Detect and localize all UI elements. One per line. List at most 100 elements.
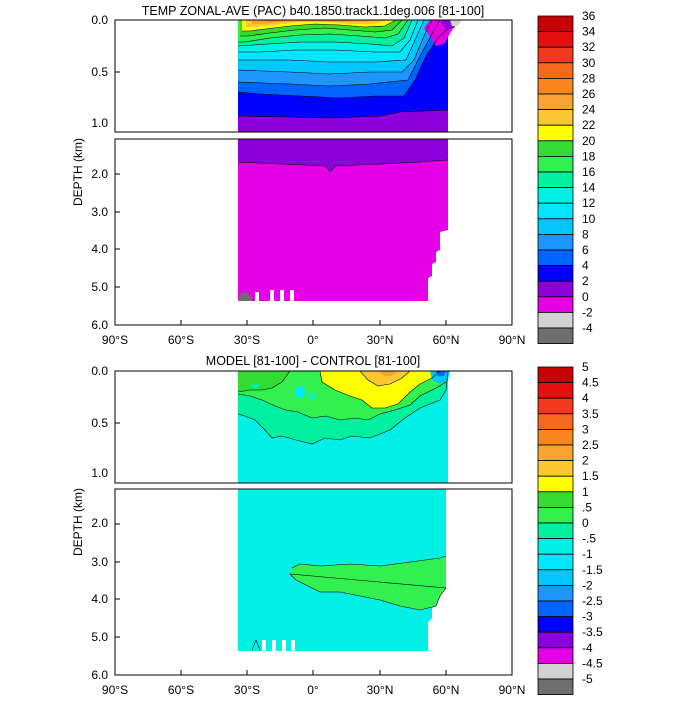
temperature-colorbar-swatch-7 <box>537 124 574 142</box>
temperature-colorbar-label-4: 28 <box>582 71 596 85</box>
difference-colorbar-swatch-10 <box>537 522 574 540</box>
difference-title: MODEL [81-100] - CONTROL [81-100] <box>206 354 420 368</box>
difference-colorbar-label-7: 1.5 <box>582 469 599 483</box>
difference-x-tick-4: 30°N <box>367 683 394 697</box>
difference-colorbar-swatch-12 <box>537 553 574 571</box>
difference-y-tick-6: 5.0 <box>91 630 108 644</box>
temperature-colorbar-label-19: -2 <box>582 305 593 319</box>
temperature-x-tick-5: 60°N <box>433 333 460 347</box>
difference-colorbar-swatch-11 <box>537 538 574 555</box>
temperature-colorbar-label-20: -4 <box>582 321 593 335</box>
difference-y-tick-0: 0.0 <box>91 364 108 378</box>
difference-colorbar-label-17: -3.5 <box>582 625 603 639</box>
temperature-colorbar-label-7: 22 <box>582 118 596 132</box>
temperature-colorbar-swatch-6 <box>537 109 574 126</box>
temperature-y-tick-1: 0.5 <box>91 65 108 79</box>
temperature-colorbar-swatch-11 <box>537 187 574 204</box>
difference-x-ticks: 90°S 60°S 30°S 0° 30°N 60°N 90°N <box>102 683 525 697</box>
difference-upper-frame <box>114 370 513 484</box>
temperature-y-tick-7: 6.0 <box>91 318 108 332</box>
temperature-colorbar-label-2: 32 <box>582 40 596 54</box>
difference-colorbar-swatch-13 <box>537 569 574 586</box>
difference-colorbar-swatch-6 <box>537 460 574 477</box>
temperature-y-tick-6: 5.0 <box>91 280 108 294</box>
temperature-colorbar-label-14: 8 <box>582 227 589 241</box>
temperature-colorbar-swatch-15 <box>537 249 574 267</box>
temperature-colorbar-swatch-8 <box>537 140 574 157</box>
difference-colorbar-label-10: 0 <box>582 516 589 530</box>
temperature-colorbar-label-3: 30 <box>582 56 596 70</box>
difference-colorbar-swatch-1 <box>537 382 574 399</box>
difference-x-tick-0: 90°S <box>102 683 128 697</box>
difference-colorbar-label-19: -4.5 <box>582 656 603 670</box>
difference-colorbar-label-20: -5 <box>582 672 593 686</box>
temperature-colorbar-swatch-13 <box>537 218 574 235</box>
difference-field-upper <box>115 371 512 483</box>
temperature-colorbar-label-1: 34 <box>582 25 596 39</box>
difference-panel: MODEL [81-100] - CONTROL [81-100] <box>71 354 603 697</box>
difference-colorbar-label-18: -4 <box>582 641 593 655</box>
temperature-colorbar-label-17: 2 <box>582 274 589 288</box>
difference-y-ticks: 0.0 0.5 1.0 2.0 3.0 4.0 5.0 6.0 <box>91 364 108 682</box>
temperature-x-ticks: 90°S 60°S 30°S 0° 30°N 60°N 90°N <box>102 333 525 347</box>
difference-colorbar-label-15: -2.5 <box>582 594 603 608</box>
temperature-upper-frame <box>114 19 513 133</box>
temperature-colorbar-label-11: 14 <box>582 181 596 195</box>
difference-colorbar-swatch-3 <box>537 413 574 430</box>
temperature-y-tick-0: 0.0 <box>91 13 108 27</box>
difference-tick-marks <box>115 422 447 675</box>
temperature-x-tick-3: 0° <box>307 333 319 347</box>
difference-colorbar-label-4: 3 <box>582 422 589 436</box>
temperature-colorbar-swatch-14 <box>537 233 574 251</box>
difference-x-tick-1: 60°S <box>168 683 194 697</box>
temperature-colorbar-swatch-18 <box>537 296 574 313</box>
temperature-colorbar-label-5: 26 <box>582 87 596 101</box>
temperature-colorbar-swatch-10 <box>537 171 574 189</box>
difference-colorbar-swatch-9 <box>537 506 574 524</box>
temperature-y-tick-2: 1.0 <box>91 116 108 130</box>
temperature-x-tick-2: 30°S <box>234 333 260 347</box>
difference-y-tick-4: 3.0 <box>91 555 108 569</box>
temperature-colorbar-swatch-19 <box>537 311 574 329</box>
temperature-colorbar-swatch-16 <box>537 265 574 282</box>
difference-colorbar-swatch-4 <box>537 428 574 446</box>
temperature-panel: TEMP ZONAL-AVE (PAC) b40.1850.track1.1de… <box>71 4 596 347</box>
difference-x-tick-3: 0° <box>307 683 319 697</box>
difference-colorbar-label-5: 2.5 <box>582 438 599 452</box>
difference-colorbar-swatch-2 <box>537 397 574 415</box>
difference-colorbar-swatch-18 <box>537 647 574 664</box>
difference-colorbar-label-0: 5 <box>582 360 589 374</box>
difference-colorbar-swatch-5 <box>537 444 574 462</box>
difference-colorbar-swatch-19 <box>537 663 574 680</box>
difference-colorbar-swatch-0 <box>537 366 574 384</box>
difference-colorbar-label-16: -3 <box>582 610 593 624</box>
difference-y-tick-3: 2.0 <box>91 516 108 530</box>
temperature-colorbar-label-15: 6 <box>582 243 589 257</box>
difference-colorbar-label-11: -.5 <box>582 532 596 546</box>
difference-y-tick-1: 0.5 <box>91 416 108 430</box>
temperature-colorbar-swatch-3 <box>537 62 574 79</box>
temperature-colorbar-swatch-1 <box>537 31 574 48</box>
temperature-colorbar-label-13: 10 <box>582 212 596 226</box>
temperature-x-tick-4: 30°N <box>367 333 394 347</box>
difference-colorbar-swatch-15 <box>537 600 574 618</box>
temperature-title: TEMP ZONAL-AVE (PAC) b40.1850.track1.1de… <box>142 4 485 18</box>
difference-colorbar-label-14: -2 <box>582 578 593 592</box>
difference-colorbar-label-9: .5 <box>582 500 592 514</box>
difference-colorbar: 54.543.532.521.51.50-.5-1-1.5-2-2.5-3-3.… <box>537 360 603 696</box>
temperature-field-upper <box>115 20 512 132</box>
difference-colorbar-label-12: -1 <box>582 547 593 561</box>
difference-x-tick-2: 30°S <box>234 683 260 697</box>
temperature-colorbar-label-18: 0 <box>582 290 589 304</box>
temperature-colorbar-swatch-17 <box>537 280 574 298</box>
difference-colorbar-label-6: 2 <box>582 454 589 468</box>
difference-x-tick-5: 60°N <box>433 683 460 697</box>
temperature-field-lower <box>115 139 512 325</box>
difference-colorbar-swatch-16 <box>537 616 574 633</box>
difference-x-tick-6: 90°N <box>499 683 526 697</box>
difference-colorbar-swatch-7 <box>537 475 574 493</box>
temperature-x-tick-0: 90°S <box>102 333 128 347</box>
difference-colorbar-swatch-14 <box>537 585 574 602</box>
